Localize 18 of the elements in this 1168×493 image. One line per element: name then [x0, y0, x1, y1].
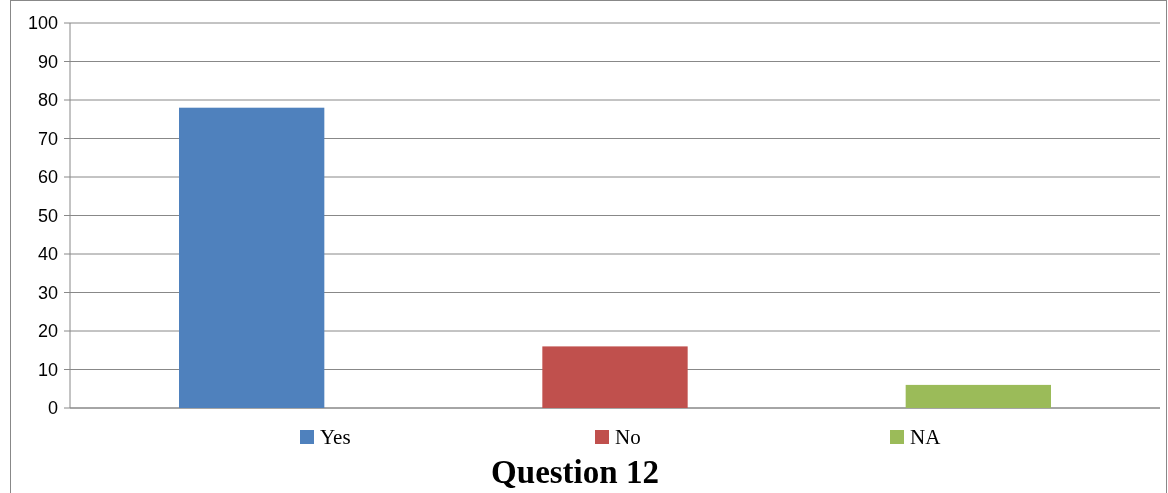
legend-label: Yes [320, 425, 351, 450]
bar [905, 384, 1051, 408]
y-tick-label: 80 [37, 90, 58, 111]
y-tick-label: 30 [37, 282, 58, 303]
legend-label: No [615, 425, 641, 450]
bar [542, 346, 688, 408]
text: Question 12 [491, 454, 659, 490]
y-tick-label: 40 [37, 244, 58, 265]
y-tick-label: 20 [37, 321, 58, 342]
y-tick-label: 90 [37, 51, 58, 72]
y-tick-label: 100 [27, 13, 58, 34]
y-tick-label: 60 [37, 167, 58, 188]
y-tick-label: 70 [37, 128, 58, 149]
legend-label: NA [910, 425, 942, 450]
y-tick-label: 0 [47, 398, 58, 419]
bar [179, 107, 325, 408]
y-tick-label: 10 [37, 359, 58, 380]
y-tick-label: 50 [37, 205, 58, 226]
